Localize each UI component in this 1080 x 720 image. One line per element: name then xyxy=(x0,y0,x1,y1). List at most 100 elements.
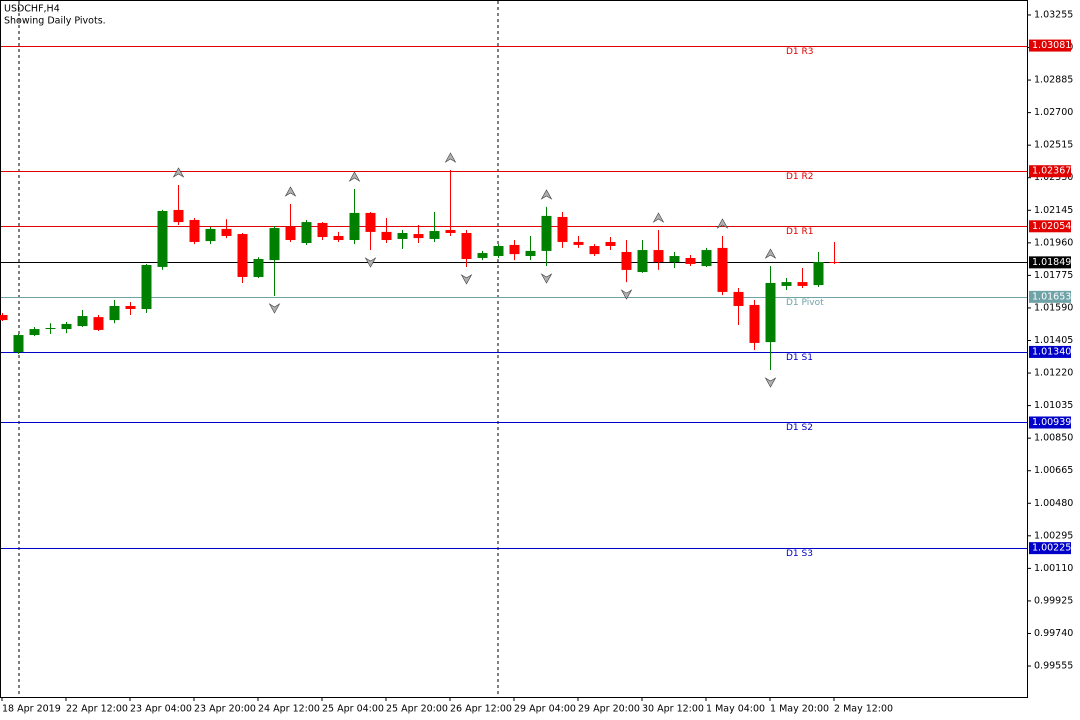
candle-body xyxy=(13,335,24,353)
candle-body xyxy=(189,219,200,242)
candle-body xyxy=(477,253,488,258)
chart-title: USDCHF,H4 xyxy=(4,4,60,15)
x-tick-label: 22 Apr 12:00 xyxy=(66,704,128,715)
level-tag-label: 1.01653 xyxy=(1032,291,1071,302)
candle-body xyxy=(525,250,536,257)
candle-body xyxy=(669,256,680,263)
fractal-up xyxy=(652,212,665,223)
fractal-down xyxy=(620,289,633,300)
fractal-down xyxy=(268,303,281,314)
x-tick-label: 1 May 20:00 xyxy=(770,704,829,715)
level-tag xyxy=(1029,165,1071,178)
candle-body xyxy=(141,265,152,309)
fractal-down xyxy=(764,377,777,388)
pivot-label: D1 R3 xyxy=(786,47,814,57)
fractal-up xyxy=(444,152,457,163)
candle-body xyxy=(93,317,104,330)
last-price-label: 1.01849 xyxy=(1032,257,1071,268)
candle-body xyxy=(733,291,744,307)
x-tick-label: 1 May 04:00 xyxy=(706,704,765,715)
x-tick-label: 2 May 12:00 xyxy=(834,704,893,715)
candle-body xyxy=(509,244,520,255)
y-tick-label: 1.00665 xyxy=(1034,465,1073,476)
y-tick-label: 1.00110 xyxy=(1034,563,1073,574)
candle-body xyxy=(301,222,312,244)
x-tick-label: 25 Apr 04:00 xyxy=(322,704,384,715)
y-tick-label: 1.01220 xyxy=(1034,368,1073,379)
candle-body xyxy=(45,328,56,329)
candle-body xyxy=(285,226,296,241)
candle-body xyxy=(781,282,792,286)
candle-body xyxy=(573,241,584,245)
level-tag-label: 1.03081 xyxy=(1032,40,1071,51)
pivot-label: D1 R1 xyxy=(786,227,814,237)
x-tick-label: 24 Apr 12:00 xyxy=(258,704,320,715)
candle-body xyxy=(317,222,328,238)
y-tick-label: 1.01960 xyxy=(1034,237,1073,248)
level-tag xyxy=(1029,345,1071,358)
x-tick-label: 26 Apr 12:00 xyxy=(450,704,512,715)
y-tick-label: 0.99555 xyxy=(1034,661,1073,672)
candle-body xyxy=(813,262,824,286)
x-tick-label: 29 Apr 20:00 xyxy=(578,704,640,715)
candle-body xyxy=(365,212,376,232)
candle-body xyxy=(157,210,168,267)
candle-body xyxy=(701,250,712,267)
candle-body xyxy=(589,246,600,255)
candle-body xyxy=(765,282,776,343)
fractal-up xyxy=(764,248,777,259)
fractal-down xyxy=(364,257,377,268)
candle-body xyxy=(397,232,408,239)
x-tick-label: 30 Apr 12:00 xyxy=(642,704,704,715)
level-tag xyxy=(1029,416,1071,429)
candle-body xyxy=(829,262,840,264)
level-tag xyxy=(1029,39,1071,52)
level-tag-label: 1.00939 xyxy=(1032,417,1071,428)
candle-body xyxy=(541,215,552,251)
level-tag-label: 1.00225 xyxy=(1032,543,1071,554)
y-tick-label: 1.01590 xyxy=(1034,302,1073,313)
fractal-down xyxy=(540,273,553,284)
y-tick-label: 1.01775 xyxy=(1034,270,1073,281)
candle-body xyxy=(445,229,456,233)
y-tick-label: 1.02145 xyxy=(1034,205,1073,216)
candle-body xyxy=(173,209,184,223)
x-tick-label: 23 Apr 04:00 xyxy=(130,704,192,715)
pivot-label: D1 Pivot xyxy=(786,298,824,308)
y-tick-label: 1.00480 xyxy=(1034,498,1073,509)
y-tick-label: 0.99925 xyxy=(1034,595,1073,606)
candle-body xyxy=(61,323,72,330)
candle-body xyxy=(653,250,664,263)
y-tick-label: 1.02515 xyxy=(1034,140,1073,151)
y-tick-label: 1.00295 xyxy=(1034,530,1073,541)
pivot-label: D1 S2 xyxy=(786,423,813,433)
fractal-up xyxy=(284,186,297,197)
x-tick-label: 23 Apr 20:00 xyxy=(194,704,256,715)
candle-body xyxy=(381,231,392,241)
candle-body xyxy=(221,228,232,236)
y-tick-label: 1.02700 xyxy=(1034,107,1073,118)
candle-body xyxy=(237,234,248,277)
candle-body xyxy=(493,246,504,257)
level-tag xyxy=(1029,220,1071,233)
level-tag xyxy=(1029,290,1071,303)
candle-body xyxy=(637,250,648,273)
candle-body xyxy=(621,251,632,270)
candle-body xyxy=(557,216,568,242)
candle-body xyxy=(333,235,344,241)
fractal-down xyxy=(460,274,473,285)
candle-body xyxy=(717,247,728,292)
candle-body xyxy=(205,228,216,242)
candle-body xyxy=(797,282,808,286)
candle-body xyxy=(29,329,40,336)
pivot-label: D1 S3 xyxy=(786,549,813,559)
y-tick-label: 1.02885 xyxy=(1034,75,1073,86)
level-tag-label: 1.02054 xyxy=(1032,221,1071,232)
last-price-tag xyxy=(1029,256,1071,269)
level-tag-label: 1.02367 xyxy=(1032,166,1071,177)
candle-body xyxy=(77,316,88,327)
y-tick-label: 1.01035 xyxy=(1034,400,1073,411)
fractal-up xyxy=(716,218,729,229)
